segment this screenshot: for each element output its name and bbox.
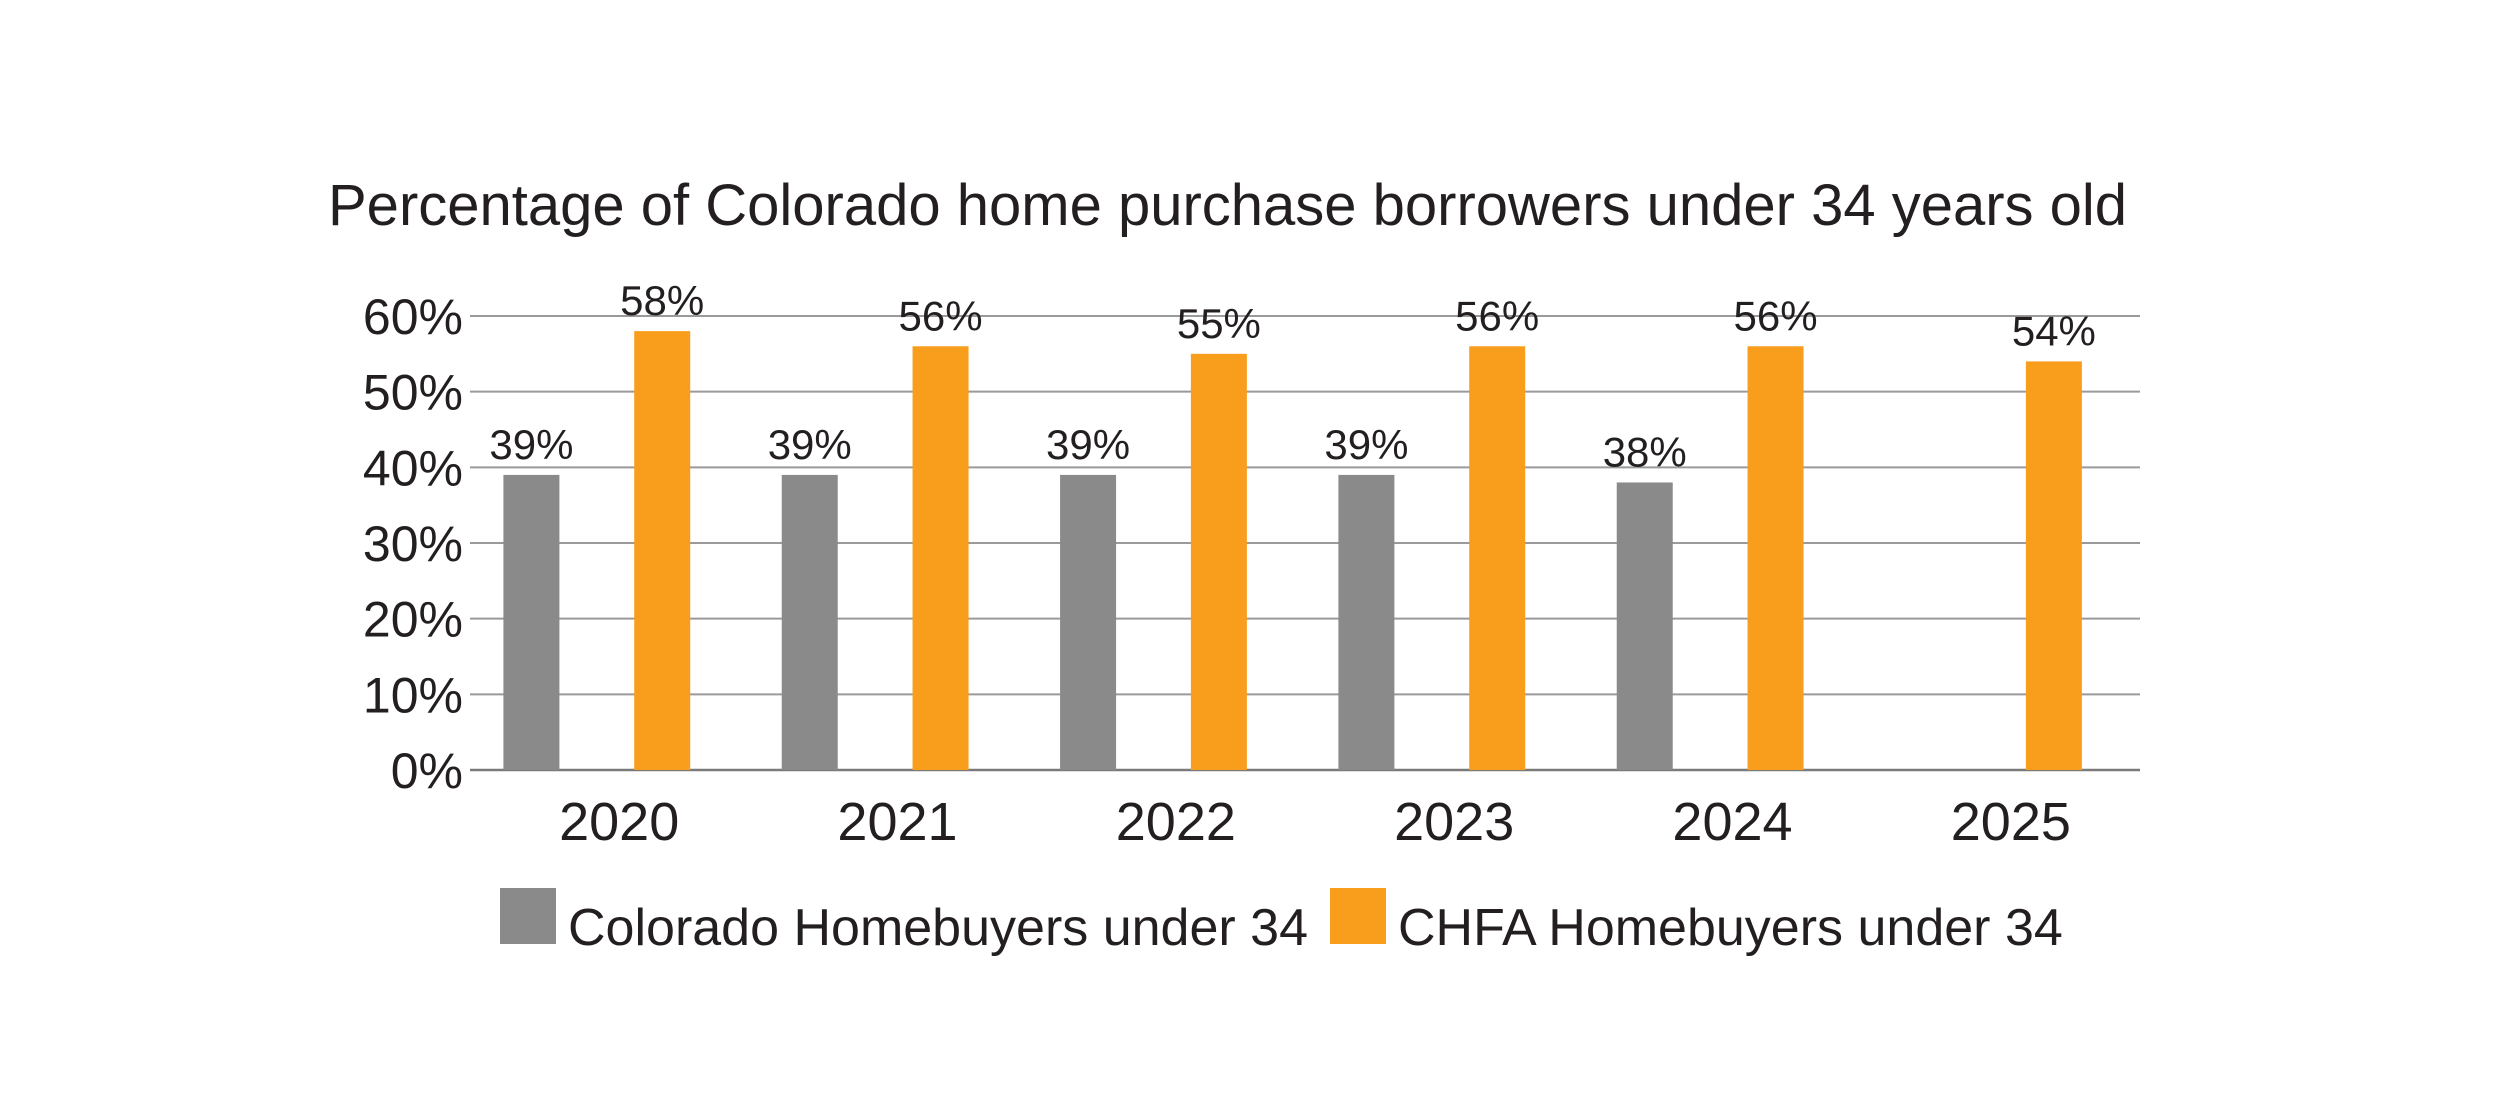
x-axis-category-labels: 2020 2021 2022 2023 2024 2025 [559,792,2071,852]
bar-chfa-2021 [912,346,969,770]
bar-chfa-2023 [1469,346,1526,770]
bar-chfa-2022 [1190,353,1247,770]
data-label: 39% [1324,421,1408,468]
x-category-label: 2023 [1394,792,1514,852]
legend-label-colorado: Colorado Homebuyers under 34 [568,899,1308,957]
x-category-label: 2024 [1672,792,1792,852]
data-label: 38% [1603,428,1687,475]
y-tick-label: 40% [363,440,463,496]
data-labels: 39% 58% 39% 56% 39% 55% 39% 56% 38% 56% 54% [489,277,2096,475]
data-label: 39% [489,421,573,468]
y-tick-label: 0% [391,743,463,799]
data-label: 55% [1177,300,1261,347]
data-label: 56% [1734,292,1818,339]
data-label: 56% [899,292,983,339]
chart-title: Percentage of Colorado home purchase bor… [328,173,2127,238]
data-label: 56% [1455,292,1539,339]
y-tick-label: 10% [363,667,463,723]
y-tick-label: 20% [363,592,463,648]
bar-chfa-2020 [634,331,691,770]
x-category-label: 2020 [559,792,679,852]
gridlines [470,315,2140,772]
legend-label-chfa: CHFA Homebuyers under 34 [1398,899,2063,957]
bar-chfa-2025 [2025,361,2082,770]
bar-colorado-2021 [781,474,838,770]
data-label: 58% [620,277,704,324]
bar-colorado-2022 [1060,474,1117,770]
y-tick-label: 50% [363,365,463,421]
bar-colorado-2023 [1338,474,1395,770]
y-axis-tick-labels: 0% 10% 20% 30% 40% 50% 60% [363,289,463,799]
bar-colorado-2024 [1616,482,1673,770]
bar-colorado-2020 [503,474,560,770]
x-category-label: 2025 [1951,792,2071,852]
x-category-label: 2021 [837,792,957,852]
legend-swatch-chfa [1330,888,1386,944]
y-tick-label: 30% [363,516,463,572]
data-label: 39% [1046,421,1130,468]
legend: Colorado Homebuyers under 34 CHFA Homebuy… [500,888,2063,957]
data-label: 54% [2012,307,2096,354]
bars [503,331,2082,770]
bar-chfa-2024 [1747,346,1804,770]
x-category-label: 2022 [1116,792,1236,852]
legend-swatch-colorado [500,888,556,944]
y-tick-label: 60% [363,289,463,345]
data-label: 39% [768,421,852,468]
